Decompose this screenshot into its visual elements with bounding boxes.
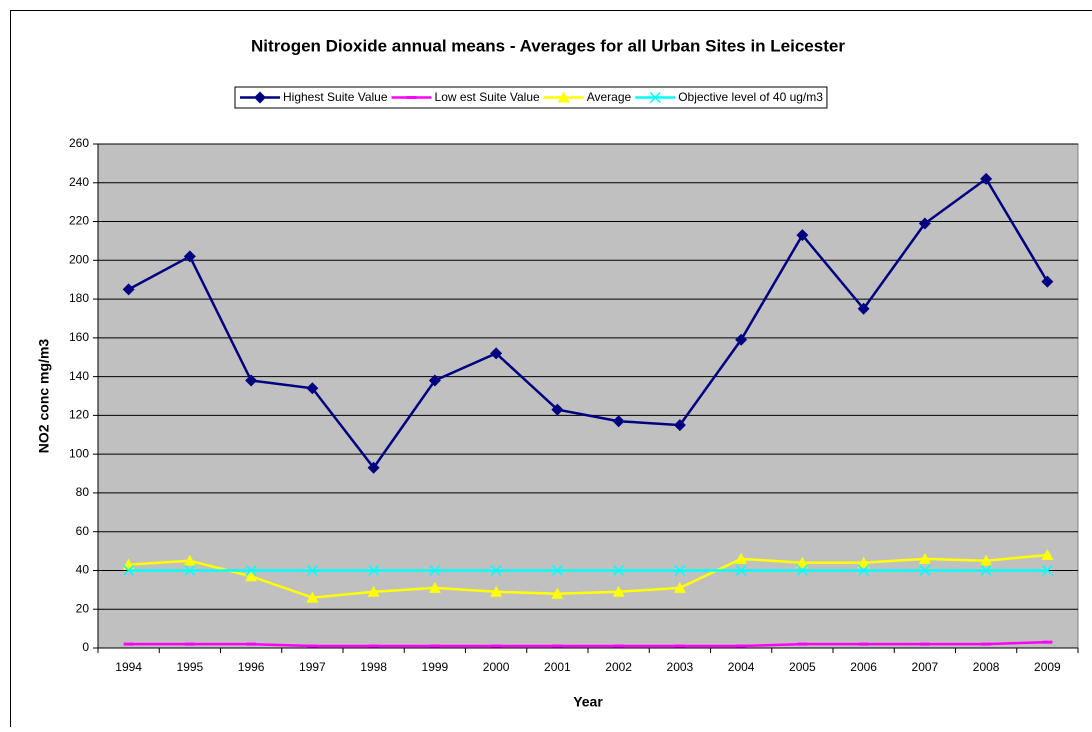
- chart-title: Nitrogen Dioxide annual means - Averages…: [251, 36, 845, 55]
- y-tick-label: 120: [69, 408, 89, 422]
- legend-label: Average: [587, 90, 632, 104]
- x-tick-label: 2008: [973, 660, 1000, 674]
- legend-label: Highest Suite Value: [283, 90, 388, 104]
- x-tick-label: 1994: [115, 660, 142, 674]
- x-tick-label: 2009: [1034, 660, 1061, 674]
- y-tick-label: 80: [76, 485, 90, 499]
- y-tick-label: 0: [82, 640, 89, 654]
- y-tick-label: 20: [76, 601, 90, 615]
- y-tick-label: 40: [76, 563, 90, 577]
- x-tick-label: 2005: [789, 660, 816, 674]
- y-tick-label: 100: [69, 446, 89, 460]
- x-tick-label: 2007: [912, 660, 939, 674]
- y-tick-label: 220: [69, 214, 89, 228]
- x-axis-label: Year: [573, 694, 603, 710]
- x-tick-label: 1995: [177, 660, 204, 674]
- y-tick-label: 140: [69, 369, 89, 383]
- y-tick-label: 200: [69, 252, 89, 266]
- legend-label: Objective level of 40 ug/m3: [678, 90, 823, 104]
- x-tick-label: 1996: [238, 660, 265, 674]
- y-tick-label: 240: [69, 175, 89, 189]
- x-tick-label: 1997: [299, 660, 326, 674]
- x-tick-label: 2003: [667, 660, 694, 674]
- y-axis-label: NO2 conc mg/m3: [36, 339, 52, 454]
- x-tick-label: 1999: [422, 660, 449, 674]
- y-tick-label: 60: [76, 524, 90, 538]
- x-tick-label: 2000: [483, 660, 510, 674]
- x-tick-label: 1998: [360, 660, 387, 674]
- legend-label: Low est Suite Value: [435, 90, 541, 104]
- x-tick-label: 2001: [544, 660, 571, 674]
- x-tick-label: 2004: [728, 660, 755, 674]
- x-tick-label: 2002: [605, 660, 632, 674]
- y-tick-label: 180: [69, 291, 89, 305]
- y-tick-label: 260: [69, 136, 89, 150]
- x-tick-label: 2006: [850, 660, 877, 674]
- y-tick-label: 160: [69, 330, 89, 344]
